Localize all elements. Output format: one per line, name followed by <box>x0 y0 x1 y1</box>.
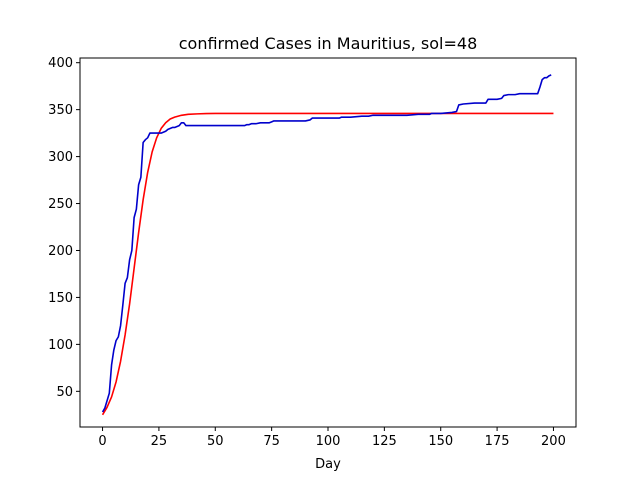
series-line-1 <box>101 112 554 416</box>
x-tick-label: 75 <box>263 434 280 449</box>
y-tick-label: 400 <box>48 56 73 71</box>
x-tick-label: 0 <box>98 434 106 449</box>
chart-title: confirmed Cases in Mauritius, sol=48 <box>179 34 478 53</box>
plot-area: 0 25 50 75 100 125 150 175 200 50 100 150 200 250 300 3… <box>48 56 577 449</box>
series-line-2 <box>101 74 552 413</box>
x-tick-label: 150 <box>428 434 453 449</box>
y-tick-label: 100 <box>48 338 73 353</box>
y-tick-label: 300 <box>48 150 73 165</box>
x-axis-label: Day <box>315 457 341 472</box>
x-tick-label: 25 <box>151 434 168 449</box>
x-tick-label: 175 <box>485 434 510 449</box>
y-tick-label: 200 <box>48 244 73 259</box>
x-tick-label: 125 <box>372 434 397 449</box>
y-tick-label: 250 <box>48 197 73 212</box>
x-tick-label: 200 <box>541 434 566 449</box>
y-tick-label: 350 <box>48 103 73 118</box>
y-tick-label: 50 <box>56 385 73 400</box>
y-tick-label: 150 <box>48 291 73 306</box>
x-tick-label: 100 <box>316 434 341 449</box>
x-tick-label: 50 <box>207 434 224 449</box>
